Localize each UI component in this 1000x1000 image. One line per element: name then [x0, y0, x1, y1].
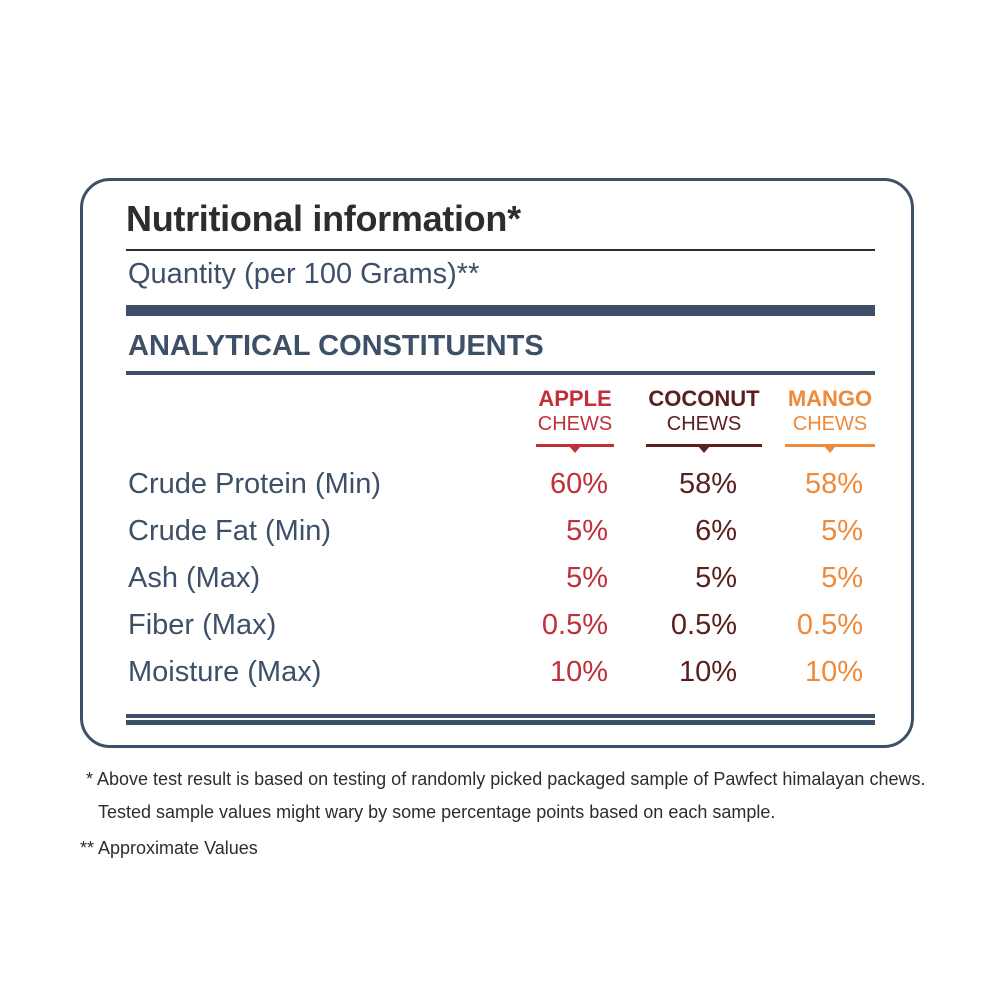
column-underline	[785, 444, 875, 447]
row-label: Fiber (Max)	[128, 609, 277, 641]
row-label: Moisture (Max)	[128, 656, 322, 688]
column-underline	[646, 444, 762, 447]
coconut-value: 6%	[695, 515, 737, 547]
title-divider	[126, 249, 875, 251]
mango-value: 5%	[821, 515, 863, 547]
column-header-mango: MANGO CHEWS	[785, 386, 875, 453]
down-arrow-icon	[569, 446, 581, 453]
column-header-apple: APPLE CHEWS	[536, 386, 614, 453]
section-divider	[126, 371, 875, 375]
column-sub: CHEWS	[666, 413, 742, 435]
mango-value: 58%	[804, 468, 863, 500]
apple-value: 0.5%	[541, 609, 608, 641]
coconut-value: 58%	[678, 468, 737, 500]
column-underline	[536, 444, 614, 447]
down-arrow-icon	[698, 446, 710, 453]
footnote-disclaimer: * Above test result is based on testing …	[86, 769, 926, 789]
row-label: Crude Fat (Min)	[128, 515, 332, 547]
mango-value: 10%	[804, 656, 863, 688]
apple-value: 10%	[549, 656, 608, 688]
page-title: Nutritional information*	[126, 198, 521, 239]
coconut-value: 5%	[695, 562, 737, 594]
coconut-value: 0.5%	[670, 609, 737, 641]
quantity-divider	[126, 305, 875, 316]
footnote-approximate: ** Approximate Values	[80, 838, 258, 858]
column-name: MANGO	[787, 386, 873, 411]
column-name: APPLE	[538, 386, 612, 411]
apple-value: 5%	[566, 515, 608, 547]
apple-value: 5%	[566, 562, 608, 594]
row-label: Crude Protein (Min)	[128, 468, 382, 500]
apple-value: 60%	[549, 468, 608, 500]
column-sub: CHEWS	[537, 413, 613, 435]
coconut-value: 10%	[678, 656, 737, 688]
column-header-coconut: COCONUT CHEWS	[646, 386, 762, 453]
row-label: Ash (Max)	[128, 562, 261, 594]
quantity-label: Quantity (per 100 Grams)**	[128, 258, 480, 290]
nutrition-panel	[80, 178, 914, 748]
footnote-disclaimer-continued: Tested sample values might wary by some …	[98, 802, 776, 822]
column-sub: CHEWS	[792, 413, 868, 435]
mango-value: 0.5%	[796, 609, 863, 641]
mango-value: 5%	[821, 562, 863, 594]
column-name: COCONUT	[648, 386, 760, 411]
section-heading: ANALYTICAL CONSTITUENTS	[128, 330, 544, 362]
down-arrow-icon	[824, 446, 836, 453]
table-bottom-divider	[126, 714, 875, 725]
